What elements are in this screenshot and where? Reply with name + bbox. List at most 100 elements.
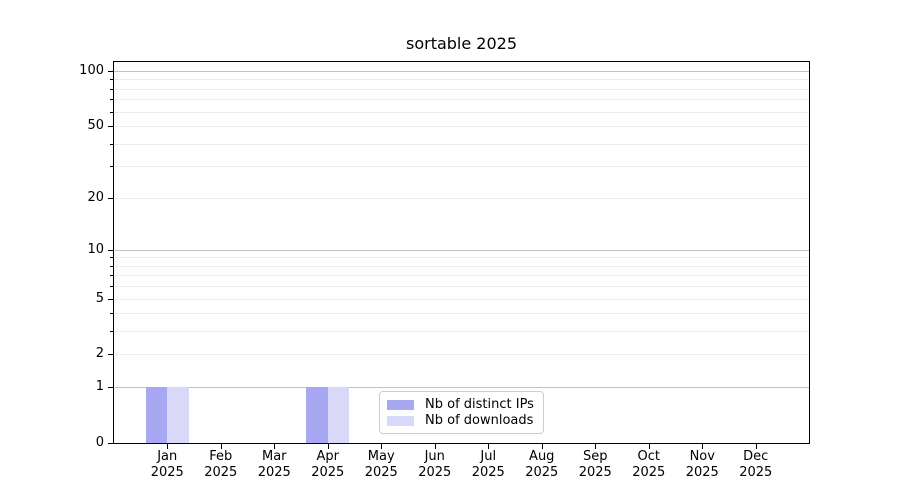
minor-gridline: [114, 286, 809, 288]
x-tick: [381, 444, 383, 449]
y-tick-label: 20: [87, 189, 104, 205]
x-tick-label: Feb 2025: [189, 449, 253, 481]
y-minor-tick: [110, 88, 113, 90]
minor-gridline: [114, 275, 809, 277]
bar-distinct-ips: [145, 387, 168, 443]
legend-row-downloads: Nb of downloads: [387, 413, 543, 429]
legend-swatch-distinct-ips: [387, 400, 414, 410]
y-tick-label: 50: [87, 118, 104, 134]
x-label-month: Jun: [424, 449, 445, 464]
x-label-year: 2025: [150, 465, 184, 480]
x-label-month: Sep: [582, 449, 608, 464]
legend-swatch-downloads: [387, 416, 414, 426]
y-tick: [108, 249, 113, 251]
y-minor-tick: [110, 275, 113, 277]
x-label-year: 2025: [418, 465, 452, 480]
minor-gridline: [114, 197, 809, 199]
x-tick: [434, 444, 436, 449]
x-label-month: Aug: [529, 449, 555, 464]
y-minor-tick: [110, 313, 113, 315]
y-tick: [108, 387, 113, 389]
y-minor-tick: [110, 354, 113, 356]
x-tick-label: Mar 2025: [242, 449, 306, 481]
y-tick: [108, 443, 113, 444]
x-tick: [648, 444, 650, 449]
x-label-year: 2025: [257, 465, 291, 480]
x-label-year: 2025: [632, 465, 666, 480]
x-label-month: Mar: [261, 449, 287, 464]
bar-downloads: [167, 387, 189, 443]
y-minor-tick: [110, 265, 113, 267]
x-tick-label: Sep 2025: [563, 449, 627, 481]
x-label-month: Jul: [480, 449, 497, 464]
y-minor-tick: [110, 257, 113, 259]
x-label-year: 2025: [364, 465, 398, 480]
x-tick: [274, 444, 276, 449]
minor-gridline: [114, 79, 809, 81]
x-tick: [702, 444, 704, 449]
y-minor-tick: [110, 99, 113, 101]
y-minor-tick: [110, 143, 113, 145]
x-label-month: Jan: [157, 449, 178, 464]
legend-label-downloads: Nb of downloads: [425, 413, 534, 428]
major-gridline: [114, 249, 809, 251]
bar-downloads: [327, 387, 350, 443]
x-tick-label: May 2025: [349, 449, 413, 481]
x-label-month: Apr: [316, 449, 340, 464]
y-tick: [108, 71, 113, 73]
x-label-month: Dec: [743, 449, 769, 464]
legend-row-distinct-ips: Nb of distinct IPs: [387, 397, 543, 413]
plot-area: Nb of distinct IPs Nb of downloads: [113, 61, 810, 444]
x-label-year: 2025: [525, 465, 559, 480]
y-tick-label: 0: [95, 435, 104, 450]
minor-gridline: [114, 298, 809, 300]
x-tick-label: Dec 2025: [724, 449, 788, 481]
x-tick: [488, 444, 490, 449]
x-label-month: May: [367, 449, 395, 464]
x-tick-label: Jun 2025: [403, 449, 467, 481]
x-label-year: 2025: [471, 465, 505, 480]
x-tick-label: Jan 2025: [135, 449, 199, 481]
y-minor-tick: [110, 286, 113, 288]
x-label-year: 2025: [685, 465, 719, 480]
y-tick-label: 2: [95, 346, 104, 362]
y-minor-tick: [110, 79, 113, 81]
x-tick-label: Jul 2025: [456, 449, 520, 481]
x-tick: [167, 444, 169, 449]
x-label-year: 2025: [739, 465, 773, 480]
x-label-year: 2025: [204, 465, 238, 480]
y-minor-tick: [110, 126, 113, 128]
x-tick-label: Oct 2025: [617, 449, 681, 481]
minor-gridline: [114, 99, 809, 101]
x-label-month: Oct: [637, 449, 660, 464]
y-minor-tick: [110, 298, 113, 300]
minor-gridline: [114, 354, 809, 356]
legend: Nb of distinct IPs Nb of downloads: [379, 391, 544, 434]
y-tick-label: 100: [79, 63, 104, 79]
x-tick-label: Apr 2025: [296, 449, 360, 481]
x-label-year: 2025: [311, 465, 345, 480]
x-tick: [595, 444, 597, 449]
legend-label-distinct-ips: Nb of distinct IPs: [425, 397, 534, 412]
minor-gridline: [114, 257, 809, 259]
x-tick: [327, 444, 329, 449]
x-tick: [541, 444, 543, 449]
minor-gridline: [114, 166, 809, 168]
x-label-month: Nov: [689, 449, 715, 464]
major-gridline: [114, 71, 809, 73]
y-minor-tick: [110, 111, 113, 113]
chart-title: sortable 2025: [405, 34, 518, 53]
x-tick: [220, 444, 222, 449]
minor-gridline: [114, 265, 809, 267]
minor-gridline: [114, 143, 809, 145]
y-minor-tick: [110, 197, 113, 199]
y-minor-tick: [110, 166, 113, 168]
minor-gridline: [114, 88, 809, 90]
minor-gridline: [114, 313, 809, 315]
minor-gridline: [114, 111, 809, 113]
y-tick-label: 5: [95, 290, 104, 306]
x-label-month: Feb: [209, 449, 233, 464]
x-tick-label: Nov 2025: [670, 449, 734, 481]
x-tick-label: Aug 2025: [510, 449, 574, 481]
